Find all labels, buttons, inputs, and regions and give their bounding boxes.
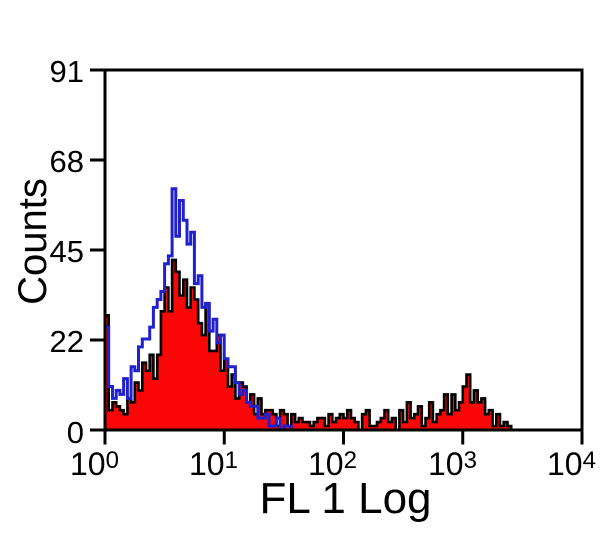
svg-text:0: 0 (67, 415, 84, 450)
svg-text:Counts: Counts (11, 178, 55, 305)
svg-text:91: 91 (50, 54, 84, 89)
svg-text:45: 45 (50, 234, 84, 269)
svg-text:22: 22 (50, 324, 84, 359)
svg-text:103: 103 (428, 446, 477, 482)
svg-text:68: 68 (50, 144, 84, 179)
svg-text:FL 1 Log: FL 1 Log (259, 474, 431, 523)
